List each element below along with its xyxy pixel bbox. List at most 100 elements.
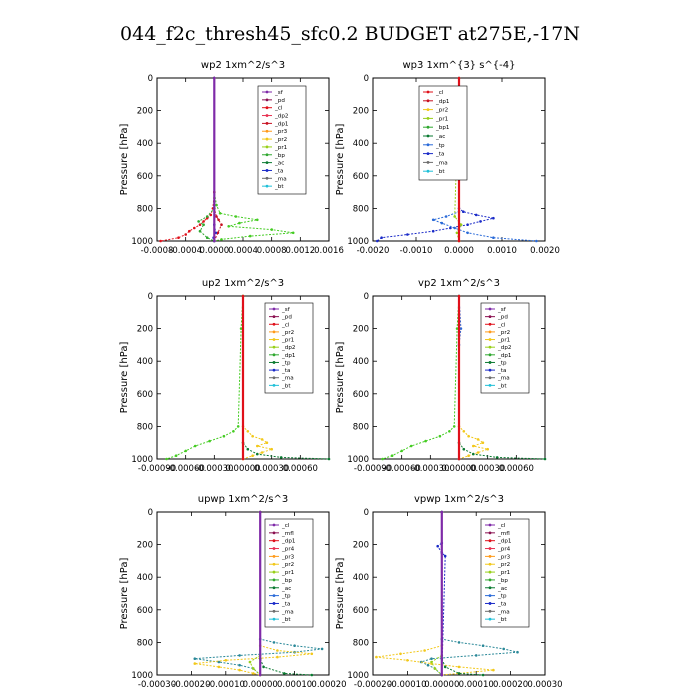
y-tick-label: 400	[353, 573, 369, 583]
legend-label: _pr1	[497, 338, 511, 344]
data-point	[479, 220, 482, 223]
data-point	[265, 441, 269, 445]
legend-label: _cl	[435, 90, 444, 96]
legend-label: _dp1	[281, 539, 296, 545]
y-tick-label: 400	[353, 357, 369, 367]
legend-label: _cl	[281, 523, 290, 529]
data-point	[193, 657, 197, 660]
legend-marker	[265, 121, 269, 125]
legend-marker	[265, 184, 269, 188]
series-line	[242, 296, 274, 460]
data-point	[213, 239, 216, 243]
legend-marker	[488, 345, 492, 349]
data-point	[184, 233, 187, 236]
data-point	[248, 234, 252, 238]
legend-marker	[265, 98, 269, 102]
legend-marker	[265, 114, 269, 117]
data-point	[535, 239, 538, 243]
series-cl	[457, 294, 461, 461]
data-point	[220, 223, 223, 226]
data-point	[409, 444, 413, 448]
data-point	[431, 229, 435, 233]
data-point	[238, 654, 241, 657]
data-point	[436, 544, 440, 548]
y-tick-label: 400	[353, 139, 369, 149]
legend-label: _ta	[435, 152, 444, 158]
legend-label: _pr1	[281, 570, 295, 576]
legend-marker	[426, 125, 430, 129]
legend-marker	[272, 383, 276, 387]
data-point	[406, 233, 409, 236]
x-tick-label: 0.0012	[285, 246, 315, 256]
legend-label: _bt	[497, 617, 507, 623]
legend-marker	[426, 152, 430, 156]
y-tick-label: 600	[353, 172, 369, 182]
x-tick-label: 0.0004	[228, 246, 258, 256]
legend-marker	[265, 129, 269, 133]
legend-marker	[272, 594, 276, 598]
data-point	[222, 434, 226, 438]
y-tick-label: 800	[137, 638, 153, 648]
series-line	[382, 295, 460, 460]
x-tick-label: 0.00030	[254, 464, 289, 474]
data-point	[251, 434, 254, 438]
series-line	[160, 78, 215, 242]
data-point	[495, 456, 499, 459]
legend-marker	[272, 345, 276, 349]
data-point	[239, 327, 243, 330]
data-point	[449, 226, 452, 230]
data-point	[218, 212, 222, 215]
legend-label: _tp	[281, 594, 291, 600]
y-tick-label: 400	[137, 357, 153, 367]
legend-marker	[265, 90, 269, 94]
y-tick-label: 0	[364, 74, 369, 84]
y-tick-label: 600	[353, 606, 369, 616]
y-tick-label: 800	[353, 204, 369, 214]
y-tick-label: 200	[353, 107, 369, 117]
legend-label: _bp	[497, 578, 508, 584]
legend-marker	[488, 315, 492, 319]
data-point	[543, 457, 547, 461]
legend-label: _pr3	[281, 554, 295, 560]
y-tick-label: 1000	[131, 671, 153, 681]
y-tick-label: 1000	[131, 455, 153, 465]
data-point	[260, 438, 264, 441]
legend-marker	[426, 108, 430, 111]
data-point	[260, 451, 264, 454]
data-point	[426, 663, 430, 667]
legend-label: _pr4	[281, 547, 295, 553]
data-point	[474, 213, 478, 217]
x-tick-label: 0.00060	[499, 464, 534, 474]
series-line	[376, 512, 494, 676]
x-tick-label: 0.0000	[444, 246, 474, 256]
legend-label: _ta	[497, 368, 506, 374]
series-line	[166, 295, 244, 460]
data-point	[467, 434, 470, 438]
legend-label: _dp1	[435, 99, 450, 105]
data-point	[390, 454, 394, 458]
data-point	[255, 218, 259, 222]
data-point	[455, 231, 459, 235]
panel-3: up2 1xm^2/s^302004006008001000-0.00090-0…	[119, 278, 331, 474]
series-cl	[440, 510, 444, 677]
legend-label: _bt	[274, 184, 284, 190]
x-tick-label: 0.0000	[199, 246, 229, 256]
data-point	[193, 662, 197, 665]
data-point	[440, 221, 444, 225]
data-point	[217, 665, 221, 669]
legend-label: _pr2	[281, 562, 294, 568]
data-point	[270, 228, 274, 231]
legend-label: _bp1	[435, 125, 450, 131]
legend-label: _dp1	[281, 353, 296, 359]
legend-marker	[488, 578, 492, 582]
legend-marker	[272, 361, 276, 364]
x-tick-label: -0.00090	[354, 464, 392, 474]
legend-marker	[488, 361, 492, 364]
legend-label: _pr1	[274, 145, 288, 151]
panel-title: wp2 1xm^2/s^3	[201, 60, 285, 71]
figure-title: 044_f2c_thresh45_sfc0.2 BUDGET at275E,-1…	[120, 23, 580, 45]
legend-marker	[488, 523, 492, 527]
x-tick-label: -0.00020	[172, 680, 210, 690]
data-point	[448, 430, 451, 433]
y-tick-label: 200	[137, 325, 153, 335]
